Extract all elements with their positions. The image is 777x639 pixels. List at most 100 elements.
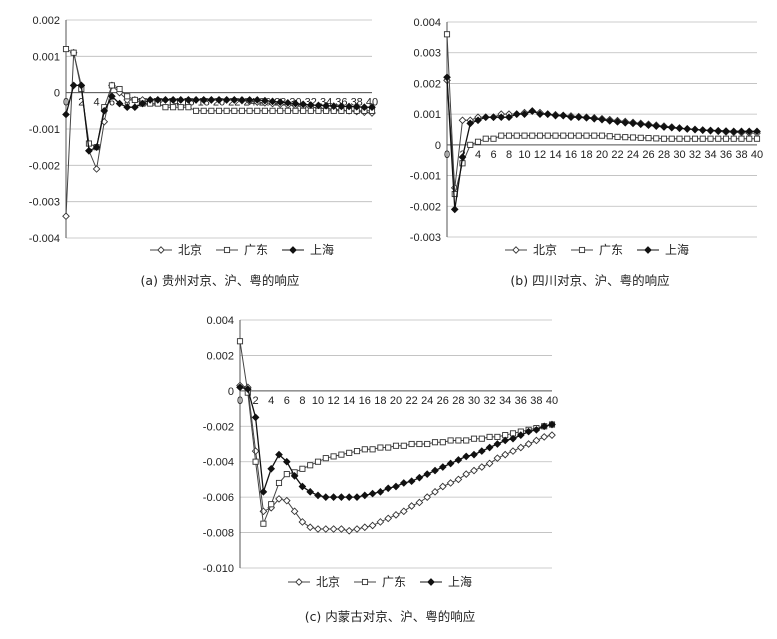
- data-point: [498, 132, 505, 139]
- data-point: [399, 507, 408, 516]
- data-point: [314, 101, 323, 110]
- data-point: [454, 456, 463, 464]
- data-point: [330, 453, 337, 460]
- legend-marker: [512, 246, 520, 254]
- data-point: [162, 104, 169, 111]
- x-tick-label: 18: [374, 395, 386, 407]
- data-point: [62, 110, 70, 119]
- data-point: [176, 96, 185, 104]
- x-tick-label: 30: [673, 149, 685, 161]
- x-tick-label: 4: [268, 395, 274, 407]
- data-point: [512, 110, 521, 118]
- data-point: [261, 96, 269, 105]
- data-point: [275, 479, 283, 487]
- data-point: [450, 205, 459, 214]
- data-point: [529, 132, 536, 139]
- caption-b: (b) 四川对京、沪、粤的响应: [510, 273, 670, 288]
- x-tick-label: 16: [359, 395, 371, 407]
- data-point: [284, 107, 291, 114]
- y-tick-label: 0: [54, 88, 60, 100]
- data-point: [275, 495, 283, 503]
- data-point: [467, 141, 474, 148]
- x-tick-label: 40: [366, 97, 378, 109]
- x-tick-label: 10: [518, 149, 530, 161]
- data-point: [513, 132, 520, 139]
- data-point: [621, 118, 630, 127]
- data-point: [223, 107, 230, 114]
- data-point: [501, 436, 510, 445]
- data-point: [521, 132, 528, 139]
- y-tick-label: -0.001: [29, 124, 60, 136]
- data-point: [251, 447, 260, 455]
- data-point: [532, 436, 541, 445]
- data-point: [590, 114, 599, 123]
- data-point: [70, 49, 77, 56]
- data-point: [77, 81, 86, 90]
- x-tick-label: 38: [530, 395, 542, 407]
- data-point: [715, 135, 722, 142]
- data-point: [69, 81, 78, 90]
- y-tick-label: -0.010: [203, 563, 234, 575]
- data-point: [540, 422, 549, 431]
- data-point: [446, 459, 455, 468]
- data-point: [282, 457, 291, 466]
- data-point: [307, 107, 314, 114]
- x-tick-label: 4: [94, 97, 100, 109]
- data-point: [92, 143, 101, 152]
- data-point: [443, 31, 451, 38]
- data-point: [177, 104, 184, 111]
- x-tick-label: 4: [475, 149, 481, 161]
- data-point: [259, 487, 268, 496]
- data-point: [524, 427, 533, 436]
- y-tick-label: -0.008: [203, 528, 234, 540]
- data-point: [582, 113, 591, 122]
- x-tick-label: 32: [689, 149, 701, 161]
- data-point: [299, 465, 306, 472]
- data-point: [478, 435, 485, 442]
- legend: 北京 广东 上海: [505, 242, 689, 257]
- data-point: [551, 111, 560, 120]
- data-point: [108, 92, 116, 101]
- y-tick-label: 0.003: [413, 48, 441, 60]
- data-point: [345, 526, 354, 535]
- data-point: [192, 96, 200, 104]
- data-point: [215, 96, 223, 104]
- data-point: [408, 440, 415, 448]
- data-point: [738, 135, 745, 142]
- legend-marker: [223, 246, 231, 254]
- data-point: [493, 454, 502, 463]
- y-tick-label: 0: [435, 140, 441, 152]
- y-tick-label: 0.004: [413, 17, 441, 29]
- data-point: [353, 448, 361, 455]
- data-point: [306, 523, 315, 532]
- legend-marker: [578, 246, 586, 254]
- data-point: [477, 463, 486, 471]
- data-point: [407, 502, 416, 510]
- data-point: [667, 123, 676, 132]
- series-广东: [443, 31, 761, 198]
- data-point: [676, 135, 683, 142]
- data-point: [575, 132, 582, 139]
- data-point: [481, 113, 490, 122]
- data-point: [321, 493, 330, 501]
- data-point: [384, 514, 393, 523]
- legend: 北京 广东 上海: [288, 574, 472, 589]
- data-point: [493, 440, 502, 448]
- data-point: [416, 440, 423, 448]
- data-point: [548, 420, 556, 429]
- series-line: [446, 77, 757, 210]
- data-point: [298, 518, 307, 526]
- data-point: [360, 491, 369, 500]
- data-point: [353, 525, 361, 533]
- x-tick-label: 28: [658, 149, 670, 161]
- y-tick-label: 0.002: [206, 350, 234, 362]
- data-point: [470, 435, 478, 442]
- data-point: [100, 106, 109, 115]
- data-point: [729, 127, 738, 136]
- data-point: [199, 96, 208, 104]
- data-point: [400, 442, 407, 449]
- data-point: [454, 475, 463, 484]
- data-point: [691, 135, 699, 142]
- data-point: [153, 96, 162, 104]
- legend: 北京 广东 上海: [150, 242, 334, 257]
